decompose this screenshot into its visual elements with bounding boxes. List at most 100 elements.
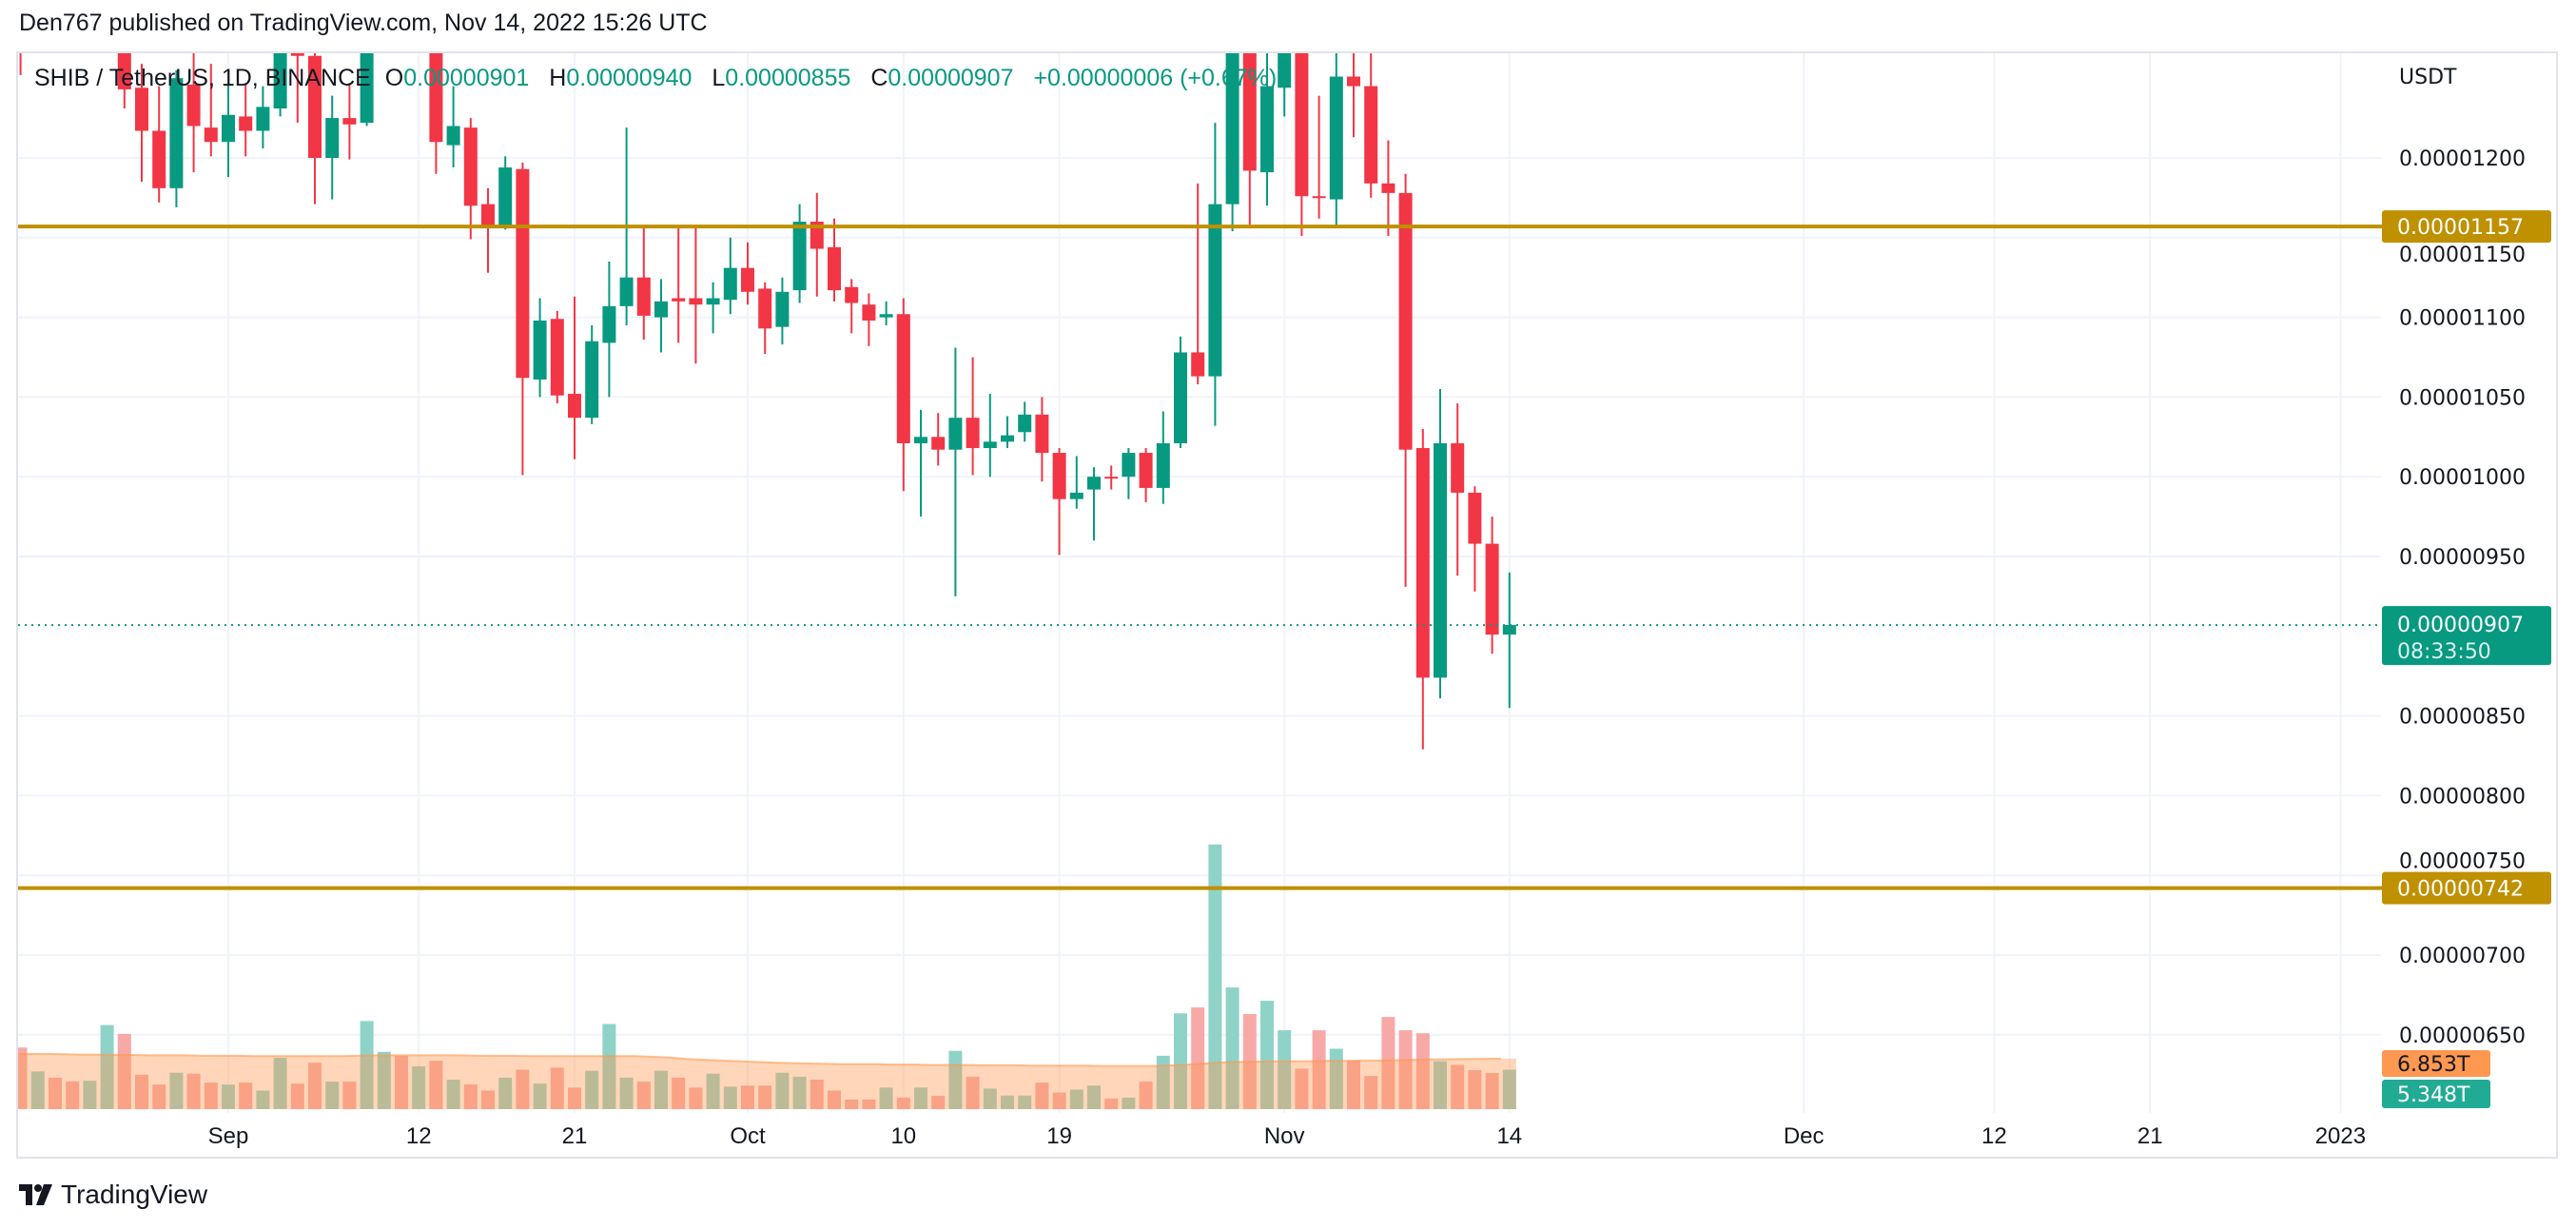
volume-bar xyxy=(446,1080,460,1109)
candle-body xyxy=(585,341,599,419)
candle-body xyxy=(135,88,148,131)
candle xyxy=(1069,456,1083,509)
candle xyxy=(481,187,495,273)
volume-bar xyxy=(516,1069,530,1109)
candle-body xyxy=(1001,435,1014,442)
volume-bar xyxy=(66,1081,80,1109)
volume-bar xyxy=(568,1087,581,1109)
close-label: C xyxy=(870,65,888,91)
volume-bar xyxy=(100,1024,114,1109)
price-tick-label: 0.00001000 xyxy=(2399,466,2526,490)
volume-bar xyxy=(83,1081,97,1109)
candle xyxy=(1208,123,1222,426)
volume-bar xyxy=(879,1087,893,1109)
candle-body xyxy=(619,277,634,306)
time-tick-label: Sep xyxy=(208,1123,249,1149)
candle-body xyxy=(723,267,737,301)
candle xyxy=(1260,53,1274,206)
candle xyxy=(775,277,790,345)
candle xyxy=(222,84,235,178)
candle xyxy=(689,227,703,364)
candle xyxy=(1347,53,1360,138)
volume-bar xyxy=(342,1082,357,1109)
candle-body xyxy=(1312,196,1326,199)
candle xyxy=(1104,465,1119,490)
candle xyxy=(186,53,201,173)
candle-body xyxy=(1208,204,1222,377)
candle-body xyxy=(290,53,304,56)
candle xyxy=(1018,401,1032,442)
volume-bar xyxy=(1208,844,1222,1109)
candle xyxy=(169,69,184,207)
volume-bar xyxy=(325,1082,340,1109)
volume-bar xyxy=(30,1071,45,1109)
candle-body xyxy=(516,168,530,379)
publish-info: Den767 published on TradingView.com, Nov… xyxy=(19,10,708,36)
candle-body xyxy=(914,437,927,444)
symbol-title[interactable]: SHIB / TetherUS, 1D, BINANCE xyxy=(34,65,371,91)
candle-body xyxy=(966,418,980,449)
volume-bar xyxy=(1139,1082,1153,1109)
candle-body xyxy=(775,291,790,327)
candle xyxy=(1364,53,1378,198)
price-axis[interactable]: USDT 0.00001200 0.00001150 0.00001100 0.000… xyxy=(2399,66,2526,1048)
volume-bar xyxy=(239,1083,253,1109)
candle xyxy=(463,118,478,240)
price-tick-label: 0.00001100 xyxy=(2399,307,2526,331)
last-price-label xyxy=(2382,606,2551,666)
volume-bar xyxy=(1415,1033,1430,1109)
candle-body xyxy=(1069,492,1083,499)
horizontal-levels[interactable] xyxy=(18,224,2382,890)
candle xyxy=(1398,173,1413,587)
candle-body xyxy=(896,314,910,444)
candle-body xyxy=(152,130,166,188)
candle-body xyxy=(1122,453,1136,478)
tradingview-logo[interactable]: TradingView xyxy=(19,1180,207,1210)
candle xyxy=(845,279,859,334)
volume-ma-label-box xyxy=(2382,1050,2490,1077)
candle-body xyxy=(672,298,686,302)
volume-bar xyxy=(481,1090,495,1109)
price-tick-label: 0.00000950 xyxy=(2399,546,2526,570)
time-axis[interactable]: Sep 12 21 Oct 10 19 Nov 14 Dec 12 21 2023 xyxy=(208,1123,2366,1149)
candle xyxy=(810,192,824,297)
candle-body xyxy=(325,118,340,158)
candle xyxy=(1242,53,1257,225)
volume-bar xyxy=(1347,1060,1360,1109)
candle-body xyxy=(845,286,859,303)
volume-bar xyxy=(49,1077,62,1109)
candle-body xyxy=(1191,352,1205,377)
candle xyxy=(325,95,340,200)
volume-bar xyxy=(723,1086,737,1109)
volume-bar xyxy=(1485,1073,1499,1109)
candle-body xyxy=(1485,543,1499,635)
candle xyxy=(723,237,737,315)
candle xyxy=(498,156,513,230)
candle-body xyxy=(1174,352,1187,444)
candle-body xyxy=(1329,76,1343,200)
candle-body xyxy=(533,320,547,380)
volume-bar xyxy=(377,1051,391,1109)
volume-bar xyxy=(1104,1098,1119,1109)
volume-bar xyxy=(983,1088,997,1109)
candle xyxy=(1468,486,1482,592)
price-tick-label: 0.00001050 xyxy=(2399,386,2526,410)
candle-body xyxy=(1451,443,1465,493)
candle xyxy=(1434,389,1447,699)
volume-bar xyxy=(775,1072,790,1109)
volume-bar xyxy=(18,1047,28,1109)
time-tick-label: Dec xyxy=(1784,1123,1825,1149)
candle-body xyxy=(1398,192,1413,450)
candle-body xyxy=(792,222,807,291)
candle-body xyxy=(654,301,668,318)
volume-bar xyxy=(1364,1076,1378,1109)
price-tick-label: 0.00001150 xyxy=(2399,244,2526,267)
candle-body xyxy=(1278,53,1292,88)
volume-bar xyxy=(152,1084,166,1109)
candle-body xyxy=(1415,448,1430,678)
volume-bar xyxy=(1260,1001,1274,1109)
candle-body xyxy=(204,127,218,143)
volume-bar xyxy=(966,1076,980,1109)
time-tick-label: 21 xyxy=(562,1123,588,1149)
